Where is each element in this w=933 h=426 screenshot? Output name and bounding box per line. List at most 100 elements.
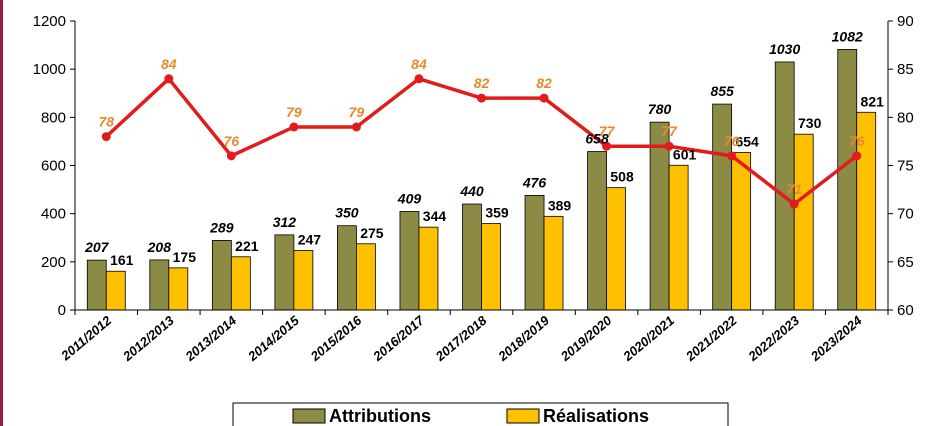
legend-swatch-realisations bbox=[507, 409, 539, 423]
data-label-line: 79 bbox=[349, 104, 365, 120]
data-label-line: 71 bbox=[786, 181, 802, 197]
y-tick-label: 0 bbox=[58, 302, 66, 319]
bar-realisations bbox=[231, 257, 250, 310]
data-label-realisations: 359 bbox=[485, 205, 509, 221]
y-tick-label: 600 bbox=[41, 158, 66, 175]
bar-realisations bbox=[544, 216, 563, 310]
data-label-realisations: 821 bbox=[861, 93, 885, 109]
bar-attributions bbox=[838, 49, 857, 310]
data-label-realisations: 247 bbox=[298, 232, 322, 248]
bar-attributions bbox=[275, 235, 294, 310]
data-label-line: 84 bbox=[411, 56, 427, 72]
line-point bbox=[102, 132, 111, 141]
data-label-realisations: 601 bbox=[673, 146, 697, 162]
left-border bbox=[0, 0, 3, 426]
line-point bbox=[477, 94, 486, 103]
bar-realisations bbox=[106, 271, 125, 310]
data-label-attributions: 350 bbox=[335, 205, 359, 221]
y-tick-label: 800 bbox=[41, 109, 66, 126]
line-point bbox=[289, 122, 298, 131]
data-label-realisations: 730 bbox=[798, 115, 822, 131]
y-tick-label: 400 bbox=[41, 206, 66, 223]
bar-realisations bbox=[356, 244, 375, 310]
data-label-realisations: 175 bbox=[173, 249, 197, 265]
y2-tick-label: 80 bbox=[897, 109, 914, 126]
bar-realisations bbox=[794, 134, 813, 310]
bar-attributions bbox=[87, 260, 106, 310]
data-label-attributions: 476 bbox=[522, 174, 547, 190]
y2-tick-label: 65 bbox=[897, 254, 914, 271]
y2-tick-label: 70 bbox=[897, 206, 914, 223]
bar-realisations bbox=[607, 188, 626, 310]
line-point bbox=[164, 74, 173, 83]
data-label-line: 79 bbox=[286, 104, 302, 120]
bar-attributions bbox=[150, 260, 169, 310]
x-tick-label: 2011/2012 bbox=[57, 312, 114, 364]
bar-realisations bbox=[294, 251, 313, 310]
y2-tick-label: 90 bbox=[897, 13, 914, 30]
y2-tick-label: 85 bbox=[897, 61, 914, 78]
line-point bbox=[414, 74, 423, 83]
y-tick-label: 200 bbox=[41, 254, 66, 271]
y2-tick-label: 60 bbox=[897, 302, 914, 319]
data-label-attributions: 312 bbox=[273, 214, 297, 230]
x-tick-label: 2015/2016 bbox=[307, 312, 365, 364]
line-point bbox=[352, 122, 361, 131]
data-label-line: 76 bbox=[224, 133, 240, 149]
bar-attributions bbox=[400, 211, 419, 310]
bar-realisations bbox=[669, 165, 688, 310]
data-label-realisations: 508 bbox=[610, 169, 634, 185]
data-label-line: 76 bbox=[724, 133, 740, 149]
line-point bbox=[852, 151, 861, 160]
data-label-line: 77 bbox=[599, 123, 616, 139]
x-tick-label: 2014/2015 bbox=[244, 312, 302, 364]
bar-realisations bbox=[482, 224, 501, 310]
data-label-line: 76 bbox=[849, 133, 865, 149]
legend-swatch-attributions bbox=[293, 409, 325, 423]
x-tick-label: 2021/2022 bbox=[682, 312, 740, 364]
x-tick-label: 2017/2018 bbox=[432, 312, 490, 364]
data-label-attributions: 207 bbox=[84, 239, 110, 255]
bar-attributions bbox=[212, 240, 231, 310]
data-label-line: 84 bbox=[161, 56, 177, 72]
data-label-realisations: 389 bbox=[548, 197, 572, 213]
legend-label-attributions: Attributions bbox=[329, 406, 431, 426]
data-label-attributions: 855 bbox=[710, 83, 734, 99]
data-label-line: 78 bbox=[98, 114, 114, 130]
x-tick-label: 2019/2020 bbox=[557, 312, 615, 364]
data-label-realisations: 161 bbox=[110, 252, 134, 268]
data-label-attributions: 409 bbox=[397, 190, 422, 206]
data-label-line: 82 bbox=[536, 75, 552, 91]
data-label-line: 82 bbox=[474, 75, 490, 91]
data-label-attributions: 1030 bbox=[769, 41, 800, 57]
bar-attributions bbox=[525, 195, 544, 310]
y-tick-label: 1200 bbox=[33, 13, 66, 30]
bar-realisations bbox=[169, 268, 188, 310]
x-tick-label: 2022/2023 bbox=[745, 312, 803, 364]
data-label-attributions: 1082 bbox=[832, 28, 863, 44]
legend: Attributions Réalisations bbox=[233, 403, 728, 426]
data-label-realisations: 344 bbox=[423, 208, 447, 224]
bar-attributions bbox=[463, 204, 482, 310]
line-point bbox=[790, 200, 799, 209]
x-tick-label: 2018/2019 bbox=[494, 312, 552, 364]
data-label-attributions: 440 bbox=[459, 183, 484, 199]
bar-attributions bbox=[337, 226, 356, 310]
y-tick-label: 1000 bbox=[33, 61, 66, 78]
data-label-attributions: 780 bbox=[648, 101, 672, 117]
bar-realisations bbox=[419, 227, 438, 310]
line-point bbox=[227, 151, 236, 160]
data-label-attributions: 208 bbox=[147, 239, 172, 255]
bar-attributions bbox=[650, 122, 669, 310]
x-tick-label: 2012/2013 bbox=[119, 312, 177, 364]
data-label-attributions: 289 bbox=[209, 219, 234, 235]
y2-tick-label: 75 bbox=[897, 158, 914, 175]
data-label-realisations: 275 bbox=[360, 225, 384, 241]
line-point bbox=[727, 151, 736, 160]
data-label-realisations: 221 bbox=[235, 238, 259, 254]
legend-label-realisations: Réalisations bbox=[543, 406, 649, 426]
x-tick-label: 2020/2021 bbox=[620, 313, 677, 365]
bar-realisations bbox=[732, 152, 751, 310]
